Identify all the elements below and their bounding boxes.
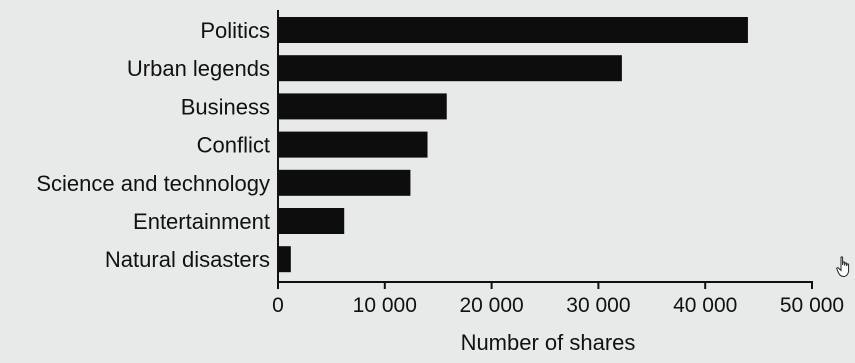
- x-tick-label: 20 000: [459, 294, 523, 317]
- category-labels: Politics Urban legends Business Conflict Sci…: [36, 18, 270, 272]
- x-axis-ticks: 0 10 000 20 000 30 000 40 000 50 000: [272, 282, 844, 317]
- x-tick-label: 10 000: [353, 294, 417, 317]
- x-tick-label: 30 000: [566, 294, 630, 317]
- bar-politics: [278, 17, 748, 43]
- category-label: Urban legends: [127, 56, 270, 81]
- bar-business: [278, 93, 447, 120]
- category-label: Natural disasters: [105, 247, 270, 272]
- x-axis-title: Number of shares: [461, 330, 636, 355]
- x-tick-label: 0: [272, 294, 284, 317]
- bar-entertainment: [278, 208, 345, 234]
- category-label: Entertainment: [133, 209, 270, 234]
- bars-group: [278, 17, 748, 273]
- bar-urban-legends: [278, 55, 622, 82]
- bar-science-and-technology: [278, 169, 411, 196]
- bar-conflict: [278, 131, 428, 158]
- hand-pointer-icon: [836, 256, 850, 278]
- bar-natural-disasters: [278, 246, 291, 273]
- category-label: Conflict: [197, 133, 270, 158]
- category-label: Science and technology: [36, 171, 270, 196]
- x-tick-label: 50 000: [780, 294, 844, 317]
- category-label: Business: [181, 94, 270, 119]
- category-label: Politics: [200, 18, 270, 43]
- x-tick-label: 40 000: [673, 294, 737, 317]
